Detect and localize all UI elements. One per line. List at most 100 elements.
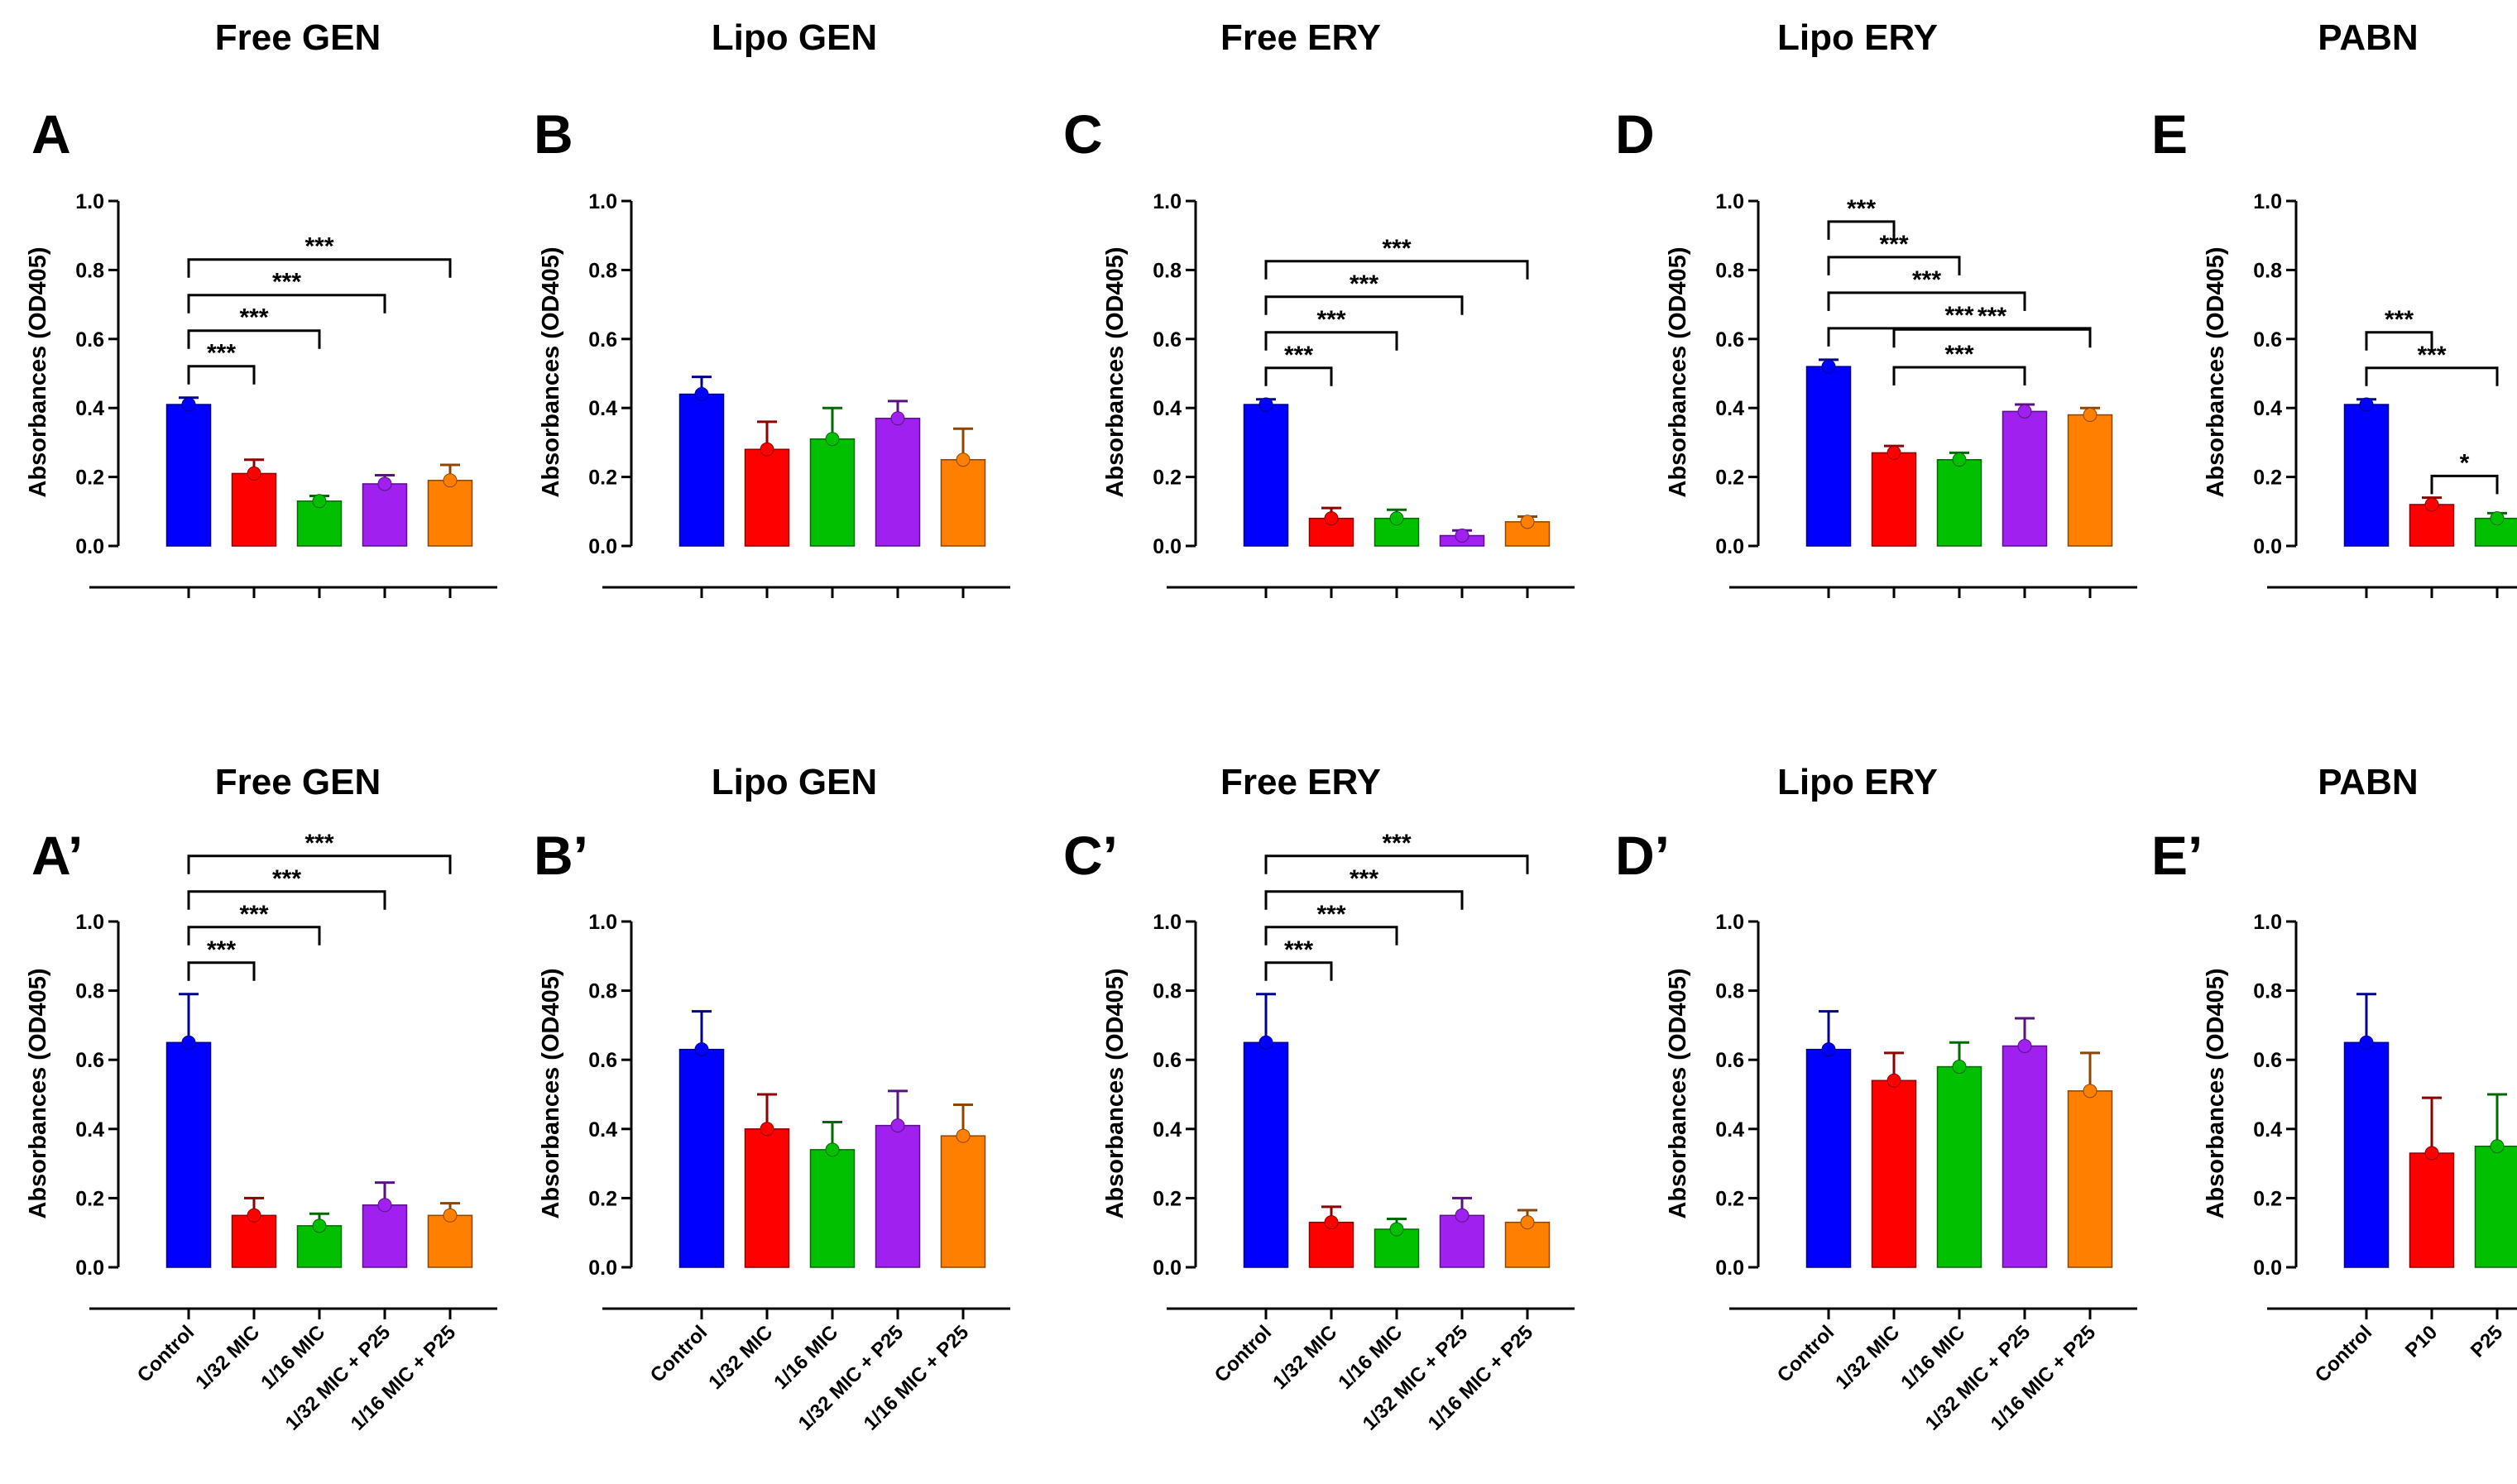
y-tick-label: 0.0 (2253, 1257, 2282, 1280)
significance-bracket (1264, 890, 1464, 910)
significance-bracket (187, 926, 321, 945)
significance-bracket (187, 258, 452, 278)
bar (2002, 410, 2048, 547)
panel-letter: D’ (1615, 825, 1670, 886)
data-point (1324, 1215, 1339, 1230)
y-tick-label: 1.0 (1153, 190, 1182, 213)
bar (2343, 404, 2390, 547)
bar (1936, 1065, 1982, 1268)
y-tick-label: 0.6 (588, 1049, 617, 1072)
y-tick-label: 0.8 (75, 259, 104, 282)
data-point (1258, 397, 1273, 412)
y-tick-label: 0.0 (588, 535, 617, 558)
data-point (377, 1198, 392, 1213)
y-tick-label: 1.0 (2253, 190, 2282, 213)
y-axis-label: Absorbances (OD405) (1665, 969, 1691, 1219)
data-point (1324, 511, 1339, 526)
significance-label: *** (239, 304, 268, 332)
data-point (825, 432, 840, 447)
y-tick-label: 0.4 (588, 1118, 617, 1142)
data-point (2083, 408, 2098, 423)
y-tick-label: 0.2 (75, 1187, 104, 1210)
data-point (1455, 528, 1469, 543)
data-point (247, 1208, 261, 1223)
data-point (2424, 497, 2439, 512)
data-point (2017, 1038, 2032, 1053)
chart-5-2: PABN E’ 0.0 0.2 0.4 0.6 0.8 1.0 Absorbances (OD4… (2151, 762, 2517, 1387)
significance-label: *** (1382, 235, 1411, 262)
chart-4-2: Lipo ERY D’ 0.0 0.2 0.4 0.6 0.8 1.0 Absorbances … (1615, 762, 2137, 1435)
y-axis-label: Absorbances (OD405) (25, 969, 51, 1219)
bar (1805, 366, 1852, 547)
chart-title: PABN (2318, 17, 2418, 58)
x-tick-label: P10 (2401, 1321, 2442, 1362)
y-tick-label: 0.2 (588, 1187, 617, 1210)
chart-title: Free ERY (1220, 762, 1381, 802)
bar (875, 417, 921, 547)
y-tick-label: 0.8 (2253, 259, 2282, 282)
chart-1-2: Free GEN A’ 0.0 0.2 0.4 0.6 0.8 1.0 Absorbances … (25, 762, 497, 1435)
y-tick-label: 0.6 (1715, 1049, 1744, 1072)
significance-label: * (2460, 449, 2470, 476)
significance-label: *** (1284, 342, 1313, 369)
x-tick-label: 1/32 MIC (1831, 1321, 1904, 1394)
y-tick-label: 0.8 (1153, 980, 1182, 1003)
data-point (1520, 515, 1535, 529)
x-tick-label: 1/32 MIC (191, 1321, 264, 1394)
y-tick-label: 0.2 (75, 467, 104, 490)
bar (2343, 1041, 2390, 1268)
bar (2409, 1152, 2455, 1268)
bar (940, 1135, 986, 1268)
bar (1805, 1048, 1852, 1268)
bar (2067, 414, 2113, 547)
y-tick-label: 0.4 (75, 397, 104, 420)
panel-letter: B (534, 103, 573, 165)
significance-label: *** (239, 901, 268, 928)
significance-bracket (1264, 260, 1529, 280)
data-point (181, 1035, 196, 1050)
significance-label: *** (2417, 342, 2446, 369)
x-tick-label: Control (2311, 1321, 2376, 1386)
y-axis-label: Absorbances (OD405) (538, 247, 564, 498)
data-point (760, 442, 774, 457)
significance-bracket (1827, 220, 1896, 240)
data-point (312, 1218, 327, 1233)
significance-label: *** (1350, 270, 1378, 298)
significance-label: *** (1944, 341, 1973, 368)
significance-label: *** (1978, 303, 2006, 330)
significance-label: *** (207, 340, 236, 367)
bar (744, 1128, 790, 1268)
y-tick-label: 0.2 (1715, 1187, 1744, 1210)
significance-label: *** (304, 830, 333, 857)
chart-title: PABN (2318, 762, 2418, 802)
bar (2474, 1145, 2517, 1268)
y-tick-label: 1.0 (1715, 911, 1744, 934)
y-tick-label: 0.8 (588, 259, 617, 282)
significance-bracket (1892, 366, 2026, 386)
x-tick-label: P25 (2467, 1321, 2507, 1362)
panel-letter: E’ (2151, 825, 2203, 886)
significance-label: *** (272, 269, 301, 296)
data-point (694, 387, 709, 402)
panel-letter: D (1615, 103, 1655, 165)
y-tick-label: 1.0 (1153, 911, 1182, 934)
data-point (1520, 1215, 1535, 1230)
significance-bracket (1264, 926, 1398, 945)
y-tick-label: 0.4 (1715, 397, 1744, 420)
y-tick-label: 0.0 (1715, 535, 1744, 558)
bar (1871, 1079, 1917, 1268)
data-point (1821, 1042, 1836, 1057)
y-tick-label: 1.0 (75, 911, 104, 934)
y-tick-label: 0.8 (2253, 980, 2282, 1003)
bar (1439, 1214, 1485, 1268)
data-point (694, 1042, 709, 1057)
y-tick-label: 0.6 (588, 328, 617, 352)
significance-bracket (1264, 295, 1464, 315)
y-tick-label: 0.6 (1153, 1049, 1182, 1072)
bar (1504, 1221, 1551, 1268)
panel-letter: A (31, 103, 71, 165)
panel-letter: C’ (1063, 825, 1118, 886)
x-tick-label: Control (133, 1321, 199, 1386)
chart-title: Lipo ERY (1777, 762, 1938, 802)
data-point (443, 473, 458, 488)
